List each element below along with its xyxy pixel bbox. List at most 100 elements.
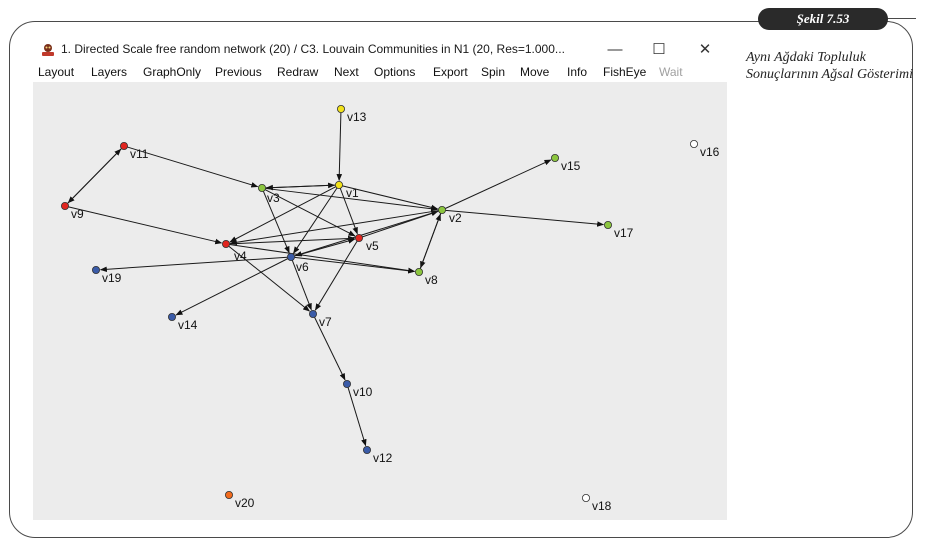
close-button[interactable]: ✕ [698,41,712,58]
menu-layers[interactable]: Layers [91,65,128,79]
edge-v1-v3 [265,184,336,191]
node-label: v6 [296,260,309,274]
edge-v11-v3 [127,146,259,188]
node-marker[interactable] [167,312,176,321]
edge-v6-v7 [291,260,312,311]
node-marker[interactable] [257,184,266,193]
node-marker[interactable] [120,142,129,151]
node-label: v18 [592,499,612,513]
node-v12[interactable]: v12 [362,445,393,465]
edge-v4-v7 [228,245,310,312]
app-icon [42,44,54,56]
edge-v1-v6 [293,187,338,254]
node-marker[interactable] [224,490,233,499]
node-label: v1 [346,186,359,200]
node-v1[interactable]: v1 [334,181,359,200]
app-window: 1. Directed Scale free random network (2… [33,38,727,520]
edge-v1-v4 [229,186,337,243]
node-marker[interactable] [604,220,613,229]
node-v4[interactable]: v4 [221,239,247,263]
node-label: v13 [347,110,367,124]
node-label: v2 [449,211,462,225]
node-v14[interactable]: v14 [167,312,198,332]
node-label: v11 [130,147,149,161]
node-label: v15 [561,159,581,173]
node-v20[interactable]: v20 [224,490,255,510]
edge-v6-v8 [294,256,416,274]
node-v15[interactable]: v15 [551,154,581,173]
node-marker[interactable] [414,267,423,276]
menu-spin[interactable]: Spin [481,65,506,79]
node-v2[interactable]: v2 [437,206,462,225]
node-v16[interactable]: v16 [690,140,720,159]
menu-move[interactable]: Move [520,65,550,79]
edge-v10-v12 [347,387,367,447]
node-v10[interactable]: v10 [342,379,373,399]
node-label: v10 [353,385,373,399]
menu-info[interactable]: Info [567,65,588,79]
window-title: 1. Directed Scale free random network (2… [61,42,565,56]
node-label: v8 [425,273,438,287]
network-graph[interactable]: v1 v2 v3 v4 v5 v6 v7 v8 v9 v10 v11 v12 v13 v14 v15 v16 v… [33,82,727,520]
menu-graphonly[interactable]: GraphOnly [143,65,202,79]
graph-canvas[interactable]: v1 v2 v3 v4 v5 v6 v7 v8 v9 v10 v11 v12 v13 v14 v15 v16 v… [33,82,727,520]
minimize-button[interactable]: — [607,41,623,58]
menu-options[interactable]: Options [374,65,416,79]
node-label: v20 [235,496,255,510]
edge-v3-v5 [264,189,356,237]
node-v13[interactable]: v13 [336,104,367,124]
node-label: v3 [267,191,280,205]
edge-v1-v2 [342,185,439,211]
node-v6[interactable]: v6 [286,252,309,274]
node-v17[interactable]: v17 [604,220,634,240]
node-label: v14 [178,318,198,332]
node-marker[interactable] [92,265,101,274]
edge-v3-v2 [265,187,439,212]
node-marker[interactable] [342,379,351,388]
node-marker[interactable] [551,154,560,163]
node-v7[interactable]: v7 [308,309,332,329]
menu-redraw[interactable]: Redraw [277,65,319,79]
node-marker[interactable] [60,202,69,211]
node-v8[interactable]: v8 [414,267,438,287]
menu-fisheye[interactable]: FishEye [603,65,647,79]
node-marker[interactable] [221,239,230,248]
edge-v2-v17 [445,209,605,227]
menu-previous[interactable]: Previous [215,65,262,79]
node-label: v7 [319,315,332,329]
maximize-button[interactable]: ☐ [652,41,666,58]
edge-v7-v10 [314,317,346,381]
node-label: v4 [234,249,247,263]
node-v9[interactable]: v9 [60,202,84,221]
node-marker[interactable] [354,233,363,242]
node-label: v12 [373,451,393,465]
node-marker[interactable] [336,104,345,113]
node-v19[interactable]: v19 [92,265,122,285]
node-label: v17 [614,226,634,240]
node-marker[interactable] [582,493,591,502]
node-marker[interactable] [286,252,295,261]
node-label: v19 [102,271,122,285]
edge-v5-v7 [314,240,358,311]
node-v5[interactable]: v5 [354,233,379,253]
edge-v2-v15 [445,159,552,209]
edge-v9-v11 [67,148,122,204]
title-bar[interactable]: 1. Directed Scale free random network (2… [33,38,727,62]
node-v18[interactable]: v18 [582,493,612,513]
node-marker[interactable] [362,445,371,454]
node-marker[interactable] [334,181,343,190]
menu-export[interactable]: Export [433,65,468,79]
node-label: v5 [366,239,379,253]
menu-layout[interactable]: Layout [38,65,75,79]
node-marker[interactable] [437,206,446,215]
node-v11[interactable]: v11 [120,142,149,161]
menu-next[interactable]: Next [334,65,359,79]
node-marker[interactable] [308,309,317,318]
edge-v1-v5 [339,188,358,235]
node-label: v9 [71,207,84,221]
node-v3[interactable]: v3 [257,184,280,205]
figure-label: Şekil 7.53 [758,8,888,30]
node-marker[interactable] [690,140,699,149]
caption-connector [886,18,916,19]
menu-bar: Layout Layers GraphOnly Previous Redraw … [33,62,727,82]
